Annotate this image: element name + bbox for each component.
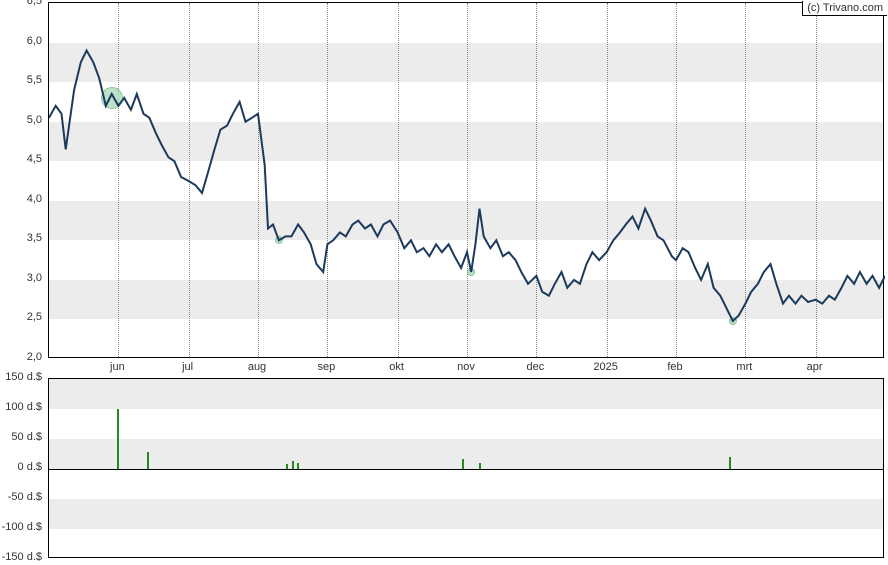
price-y-tick-label: 6,5 (0, 0, 42, 7)
volume-bar (462, 459, 464, 469)
grid-band (49, 379, 883, 409)
price-y-tick-label: 2,0 (0, 351, 42, 363)
volume-y-tick-label: 0 d.$ (0, 461, 42, 473)
volume-y-tick-label: 50 d.$ (0, 431, 42, 443)
price-x-tick-label: nov (457, 361, 475, 373)
price-chart (48, 2, 884, 358)
volume-y-tick-label: -50 d.$ (0, 491, 42, 503)
price-x-tick-label: okt (389, 361, 404, 373)
price-x-tick-label: 2025 (593, 361, 617, 373)
grid-band (49, 439, 883, 469)
volume-bar (729, 457, 731, 469)
price-x-tick-label: feb (667, 361, 682, 373)
price-y-tick-label: 6,0 (0, 35, 42, 47)
price-y-tick-label: 5,5 (0, 74, 42, 86)
price-line (49, 51, 885, 322)
volume-bar (286, 464, 288, 469)
volume-y-tick-label: 100 d.$ (0, 401, 42, 413)
price-x-tick-label: aug (248, 361, 266, 373)
volume-bar (479, 463, 481, 469)
volume-chart (48, 378, 884, 558)
volume-bar (297, 463, 299, 469)
volume-y-tick-label: -100 d.$ (0, 521, 42, 533)
price-line-svg (49, 3, 885, 359)
price-x-tick-label: apr (807, 361, 823, 373)
price-x-tick-label: mrt (736, 361, 752, 373)
price-y-tick-label: 2,5 (0, 311, 42, 323)
volume-bar (147, 452, 149, 469)
price-x-tick-label: sep (318, 361, 336, 373)
volume-y-tick-label: 150 d.$ (0, 371, 42, 383)
volume-bar (292, 461, 294, 469)
price-y-tick-label: 4,5 (0, 153, 42, 165)
price-y-tick-label: 3,5 (0, 232, 42, 244)
price-y-tick-label: 5,0 (0, 114, 42, 126)
price-x-tick-label: jun (110, 361, 125, 373)
price-y-tick-label: 4,0 (0, 193, 42, 205)
zero-line (49, 469, 883, 470)
price-y-tick-label: 3,0 (0, 272, 42, 284)
volume-bar (117, 409, 119, 469)
grid-band (49, 499, 883, 529)
price-x-tick-label: jul (182, 361, 193, 373)
price-x-tick-label: dec (527, 361, 545, 373)
volume-y-tick-label: -150 d.$ (0, 551, 42, 563)
attribution-label: (c) Trivano.com (802, 1, 887, 16)
